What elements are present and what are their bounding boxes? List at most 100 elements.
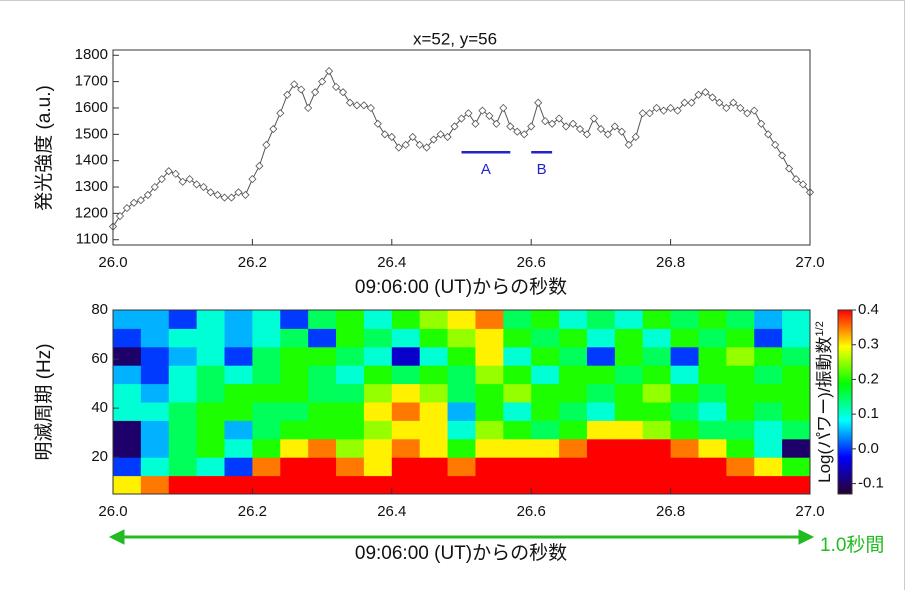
heatmap-cell	[419, 475, 449, 495]
x-tick-label: 26.6	[517, 254, 546, 271]
heatmap-cell	[419, 402, 449, 421]
data-point	[708, 93, 717, 102]
heatmap-cell	[447, 475, 476, 495]
heatmap-cell	[503, 475, 532, 495]
data-point	[122, 204, 132, 213]
data-point	[659, 106, 668, 115]
heatmap-cell	[503, 383, 532, 403]
heatmap-cell	[475, 457, 504, 477]
heatmap-cell	[363, 346, 393, 366]
data-point	[771, 140, 780, 149]
heatmap-cell	[113, 475, 142, 495]
heatmap-cell	[336, 365, 365, 385]
heatmap-cell	[782, 420, 811, 440]
heatmap-cell	[642, 475, 672, 495]
heatmap-cell	[586, 328, 616, 348]
heatmap-cell	[224, 383, 253, 403]
heatmap-cell	[280, 346, 309, 366]
heatmap-cell	[308, 365, 337, 385]
heatmap-cell	[531, 475, 560, 495]
data-point	[143, 190, 152, 199]
heatmap-cell	[224, 310, 253, 329]
heatmap-cell	[363, 457, 393, 477]
heatmap-cell	[419, 420, 449, 440]
data-point	[715, 98, 724, 107]
data-point	[136, 196, 145, 205]
heatmap-cell	[168, 310, 198, 329]
data-point	[325, 67, 334, 76]
x-tick-label: 26.0	[98, 503, 127, 520]
x-tick-label: 27.0	[795, 254, 824, 271]
heatmap-cell	[614, 383, 644, 403]
data-point	[638, 109, 647, 118]
data-point	[617, 127, 626, 136]
heatmap-cell	[447, 457, 476, 477]
heatmap-cell	[475, 365, 504, 385]
heatmap-cell	[113, 457, 142, 477]
heatmap-cell	[531, 328, 560, 348]
heatmap-cell	[280, 420, 309, 440]
heatmap-cell	[113, 328, 142, 348]
heatmap-cell	[113, 310, 142, 329]
heatmap-cell	[419, 346, 449, 366]
y-tick-label: 20	[91, 448, 108, 465]
heatmap-cell	[531, 310, 560, 329]
heatmap-cell	[614, 402, 644, 421]
heatmap-cell	[140, 438, 170, 458]
data-point	[387, 132, 396, 142]
data-point	[290, 80, 299, 89]
colorbar-label: Log(パワー)/振動数1/2	[814, 321, 835, 483]
y-tick-label: 1300	[75, 178, 108, 195]
heatmap-cell	[698, 475, 727, 495]
heatmap-cell	[586, 346, 616, 366]
heatmap-cell	[782, 328, 811, 348]
heatmap-cell	[726, 457, 755, 477]
data-point	[206, 188, 215, 197]
heatmap-cell	[196, 475, 226, 495]
heatmap-cell	[113, 346, 142, 366]
heatmap-cell	[642, 402, 672, 421]
heatmap-cell	[419, 328, 449, 348]
heatmap-cell	[447, 402, 476, 421]
data-point	[736, 103, 745, 113]
data-point	[199, 182, 208, 192]
heatmap-cell	[614, 438, 644, 458]
data-point	[568, 119, 578, 128]
heatmap-cell	[280, 365, 309, 385]
data-point	[241, 190, 250, 199]
heatmap-cell	[224, 402, 253, 421]
heatmap-cell	[391, 383, 421, 403]
heatmap-cell	[308, 438, 337, 458]
heatmap-cell	[168, 475, 198, 495]
heatmap-cell	[336, 438, 365, 458]
heatmap-cell	[698, 310, 727, 329]
heatmap-cell	[782, 402, 811, 421]
heatmap-cell	[503, 310, 532, 329]
data-point	[359, 101, 368, 110]
colorbar-tick-label: 0.2	[858, 370, 879, 387]
heatmap-cell	[782, 310, 811, 329]
heatmap-cell	[140, 457, 170, 477]
heatmap-cell	[419, 383, 449, 403]
heatmap-cell	[391, 402, 421, 421]
data-point	[394, 143, 403, 152]
heatmap-cell	[336, 475, 365, 495]
heatmap-cell	[447, 383, 476, 403]
heatmap-cell	[726, 475, 755, 495]
heatmap-cell	[252, 457, 281, 477]
heatmap-cell	[224, 475, 253, 495]
heatmap-cell	[113, 365, 142, 385]
data-point	[764, 130, 773, 139]
x-tick-label: 26.4	[377, 503, 406, 520]
plot-frame	[112, 309, 811, 495]
x-tick-label: 27.0	[795, 503, 824, 520]
data-point	[582, 130, 592, 139]
heatmap-cell	[113, 420, 142, 440]
data-point	[596, 124, 605, 134]
heatmap-cell	[391, 328, 421, 348]
heatmap-cell	[475, 346, 504, 366]
heatmap-cell	[419, 310, 449, 329]
heatmap-cell	[782, 438, 811, 458]
data-point	[555, 114, 564, 123]
heatmap-cell	[754, 383, 783, 403]
